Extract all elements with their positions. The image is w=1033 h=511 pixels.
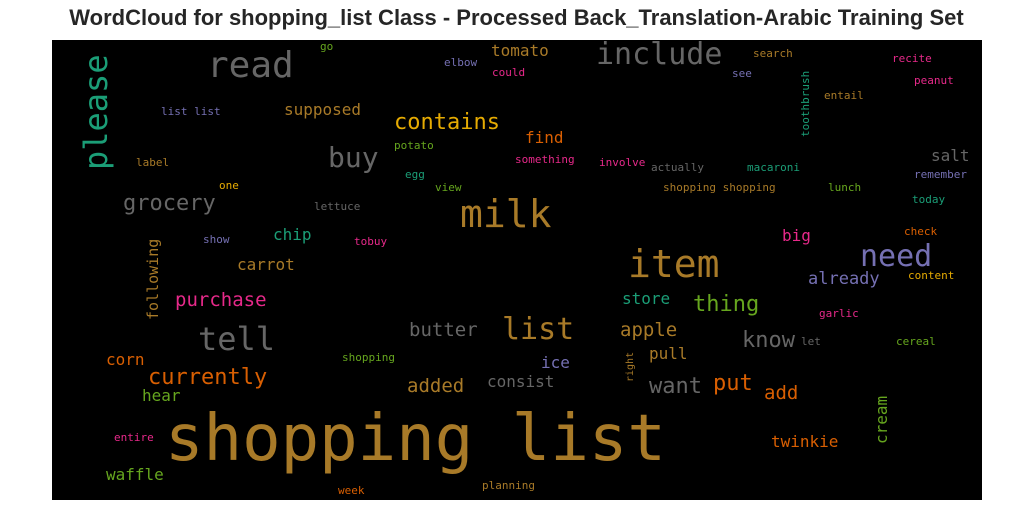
- word-find: find: [525, 128, 564, 147]
- word-put: put: [713, 371, 753, 396]
- word-cloud-canvas: shopping list item milk read include ple…: [52, 40, 982, 500]
- word-show: show: [203, 233, 230, 246]
- word-lettuce: lettuce: [314, 200, 361, 213]
- chart-title: WordCloud for shopping_list Class - Proc…: [69, 5, 964, 30]
- word-chip: chip: [273, 225, 312, 244]
- word-include: include: [596, 40, 723, 72]
- word-contains: contains: [394, 110, 500, 135]
- word-consist: consist: [487, 372, 555, 391]
- word-salt: salt: [931, 146, 970, 165]
- word-entire: entire: [114, 431, 154, 444]
- word-entail: entail: [824, 89, 864, 102]
- word-garlic: garlic: [819, 307, 859, 320]
- word-egg: egg: [405, 168, 425, 181]
- word-store: store: [622, 289, 671, 308]
- word-content: content: [908, 269, 955, 282]
- word-tomato: tomato: [491, 41, 549, 60]
- word-purchase: purchase: [175, 289, 267, 311]
- word-cereal: cereal: [896, 335, 936, 348]
- word-today: today: [912, 193, 946, 206]
- word-grocery: grocery: [123, 191, 216, 216]
- word-could: could: [492, 66, 526, 79]
- word-shopping-shopping: shopping shopping: [663, 181, 776, 194]
- word-supposed: supposed: [284, 100, 362, 119]
- word-tobuy: tobuy: [354, 235, 388, 248]
- word-add: add: [764, 382, 799, 404]
- word-need: need: [860, 239, 933, 274]
- word-shopping-list: shopping list: [165, 402, 666, 476]
- word-remember: remember: [914, 168, 967, 181]
- word-know: know: [742, 328, 795, 353]
- word-go: go: [320, 40, 334, 53]
- word-macaroni: macaroni: [747, 161, 800, 174]
- word-please: please: [77, 54, 115, 170]
- word-week: week: [338, 484, 365, 497]
- word-tell: tell: [198, 320, 276, 358]
- word-carrot: carrot: [237, 255, 295, 274]
- word-right: right: [625, 351, 636, 382]
- word-ice: ice: [541, 353, 570, 372]
- word-apple: apple: [620, 319, 678, 341]
- word-shopping: shopping: [342, 351, 395, 364]
- word-involve: involve: [599, 156, 646, 169]
- word-read: read: [207, 45, 294, 86]
- word-toothbrush: toothbrush: [799, 70, 812, 137]
- word-waffle: waffle: [106, 465, 164, 484]
- word-thing: thing: [693, 292, 760, 317]
- word-big: big: [782, 226, 811, 245]
- word-buy: buy: [328, 141, 379, 174]
- word-currently: currently: [148, 365, 268, 390]
- word-already: already: [808, 269, 880, 289]
- word-hear: hear: [142, 386, 181, 405]
- word-lunch: lunch: [828, 181, 862, 194]
- word-peanut: peanut: [914, 74, 954, 87]
- word-pull: pull: [649, 344, 688, 363]
- word-elbow: elbow: [444, 56, 478, 69]
- word-cream: cream: [872, 395, 891, 444]
- word-list-list: list list: [161, 105, 221, 118]
- word-twinkie: twinkie: [771, 432, 839, 451]
- word-following: following: [144, 238, 162, 320]
- word-actually: actually: [651, 161, 704, 174]
- word-search: search: [753, 47, 793, 60]
- word-label: label: [136, 156, 170, 169]
- word-one: one: [219, 179, 239, 192]
- word-potato: potato: [394, 139, 434, 152]
- word-list: list: [502, 312, 575, 347]
- word-milk: milk: [460, 192, 552, 236]
- word-check: check: [904, 225, 938, 238]
- word-recite: recite: [892, 52, 932, 65]
- word-corn: corn: [106, 350, 145, 369]
- word-planning: planning: [482, 479, 535, 492]
- word-let: let: [801, 335, 821, 348]
- word-want: want: [649, 374, 702, 399]
- word-view: view: [435, 181, 462, 194]
- word-butter: butter: [409, 319, 478, 341]
- word-see: see: [732, 67, 752, 80]
- word-added: added: [407, 375, 465, 397]
- word-something: something: [515, 153, 575, 166]
- word-item: item: [628, 242, 720, 286]
